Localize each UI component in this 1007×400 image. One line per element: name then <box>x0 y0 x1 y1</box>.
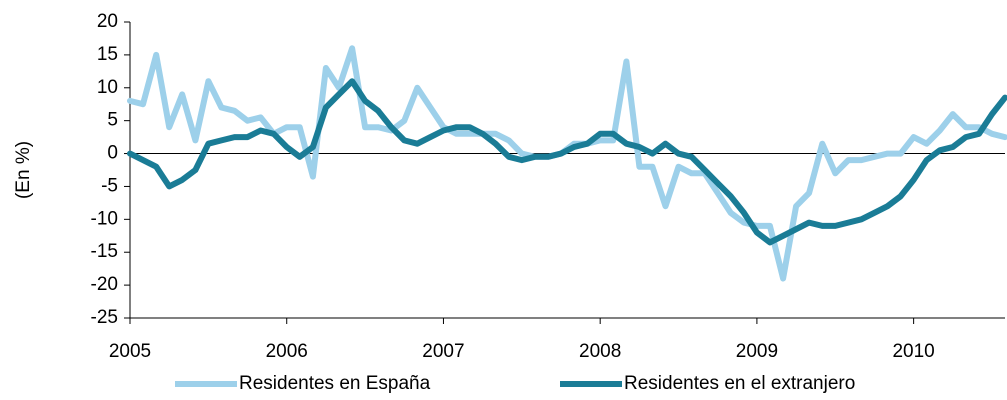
x-tick-label: 2009 <box>736 341 778 362</box>
series-line <box>127 78 1007 246</box>
x-tick-label: 2005 <box>109 341 151 362</box>
y-tick-label: 5 <box>107 110 118 131</box>
x-tick-label: 2010 <box>892 341 934 362</box>
series-line <box>127 45 1007 282</box>
x-tick-label: 2006 <box>266 341 308 362</box>
y-axis-label: (En %) <box>13 141 34 199</box>
legend-label: Residentes en España <box>239 373 431 394</box>
y-tick-label: 20 <box>97 11 118 32</box>
x-tick-label: 2007 <box>422 341 464 362</box>
y-tick-label: -5 <box>101 175 118 196</box>
y-tick-label: -25 <box>91 307 118 328</box>
x-tick-label: 2008 <box>579 341 621 362</box>
y-tick-label: -10 <box>91 208 118 229</box>
y-tick-label: 10 <box>97 77 118 98</box>
legend-label: Residentes en el extranjero <box>624 373 855 394</box>
y-tick-label: -20 <box>91 274 118 295</box>
y-tick-label: 0 <box>107 143 118 164</box>
y-tick-label: 15 <box>97 44 118 65</box>
y-tick-label: -15 <box>91 241 118 262</box>
